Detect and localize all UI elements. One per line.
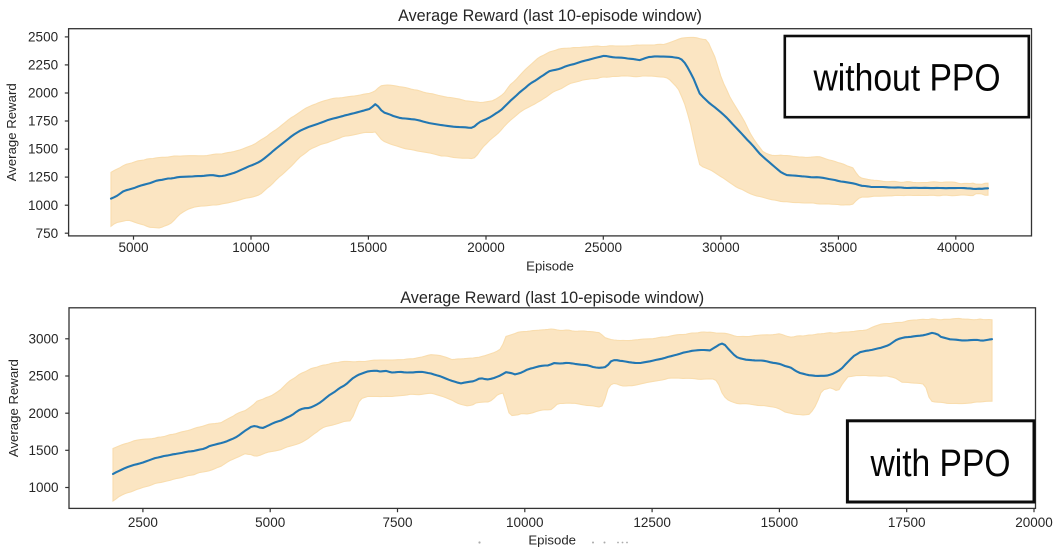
svg-text:17500: 17500 [888, 515, 926, 530]
svg-text:2500: 2500 [128, 515, 158, 530]
svg-text:1500: 1500 [28, 142, 58, 157]
svg-text:2000: 2000 [28, 406, 58, 421]
svg-text:with PPO: with PPO [870, 443, 1011, 485]
svg-text:1750: 1750 [28, 114, 58, 129]
svg-text:20000: 20000 [467, 240, 505, 255]
svg-text:7500: 7500 [382, 515, 412, 530]
svg-text:Episode: Episode [528, 533, 576, 548]
svg-text:2500: 2500 [28, 30, 58, 45]
svg-text:5000: 5000 [255, 515, 285, 530]
svg-text:25000: 25000 [585, 240, 623, 255]
svg-text:1000: 1000 [28, 480, 58, 495]
svg-text:Average Reward (last 10-episod: Average Reward (last 10-episode window) [400, 289, 704, 307]
svg-text:1250: 1250 [28, 170, 58, 185]
svg-text:10000: 10000 [232, 240, 270, 255]
svg-text:without PPO: without PPO [813, 58, 1001, 100]
svg-text:1000: 1000 [28, 198, 58, 213]
svg-text:Average Reward: Average Reward [6, 359, 21, 457]
svg-text:Average Reward: Average Reward [4, 83, 19, 181]
svg-text:750: 750 [36, 226, 59, 241]
svg-text:5000: 5000 [118, 240, 148, 255]
svg-text:1500: 1500 [28, 443, 58, 458]
svg-text:2500: 2500 [28, 369, 58, 384]
svg-text:10000: 10000 [506, 515, 544, 530]
svg-text:15000: 15000 [350, 240, 388, 255]
svg-text:2250: 2250 [28, 58, 58, 73]
svg-text:35000: 35000 [820, 240, 858, 255]
svg-text:12500: 12500 [633, 515, 671, 530]
svg-text:40000: 40000 [937, 240, 975, 255]
svg-text:2000: 2000 [28, 86, 58, 101]
svg-text:30000: 30000 [702, 240, 740, 255]
svg-text:20000: 20000 [1015, 515, 1053, 530]
svg-text:15000: 15000 [761, 515, 799, 530]
svg-text:3000: 3000 [28, 331, 58, 346]
svg-text:Episode: Episode [526, 259, 574, 274]
svg-text:Average Reward (last 10-episod: Average Reward (last 10-episode window) [398, 7, 702, 25]
